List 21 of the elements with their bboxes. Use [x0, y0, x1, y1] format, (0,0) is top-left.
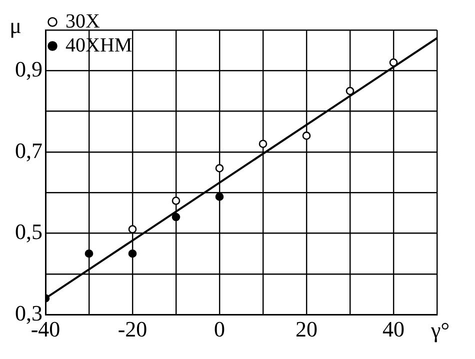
- x-axis-title: γ°: [430, 317, 450, 342]
- point: [346, 86, 354, 96]
- point: [389, 58, 398, 67]
- x-tick-label: 0: [214, 316, 225, 342]
- point: [172, 212, 180, 222]
- x-tick-label: 20: [296, 316, 318, 342]
- legend-label: 30Х: [66, 10, 100, 32]
- point: [258, 140, 268, 148]
- y-tick-label: 0,7: [15, 138, 42, 163]
- point: [215, 192, 224, 201]
- point: [128, 225, 137, 234]
- y-tick-label: 0,9: [15, 56, 42, 82]
- point: [302, 132, 311, 140]
- point: [128, 249, 137, 258]
- x-tick-label: -20: [118, 316, 148, 342]
- x-tick-label: 40: [382, 316, 404, 342]
- point: [84, 249, 94, 258]
- y-tick-label: 0,5: [15, 219, 42, 244]
- point: [172, 196, 180, 205]
- y-axis-title: μ: [10, 12, 22, 38]
- point: [215, 164, 224, 172]
